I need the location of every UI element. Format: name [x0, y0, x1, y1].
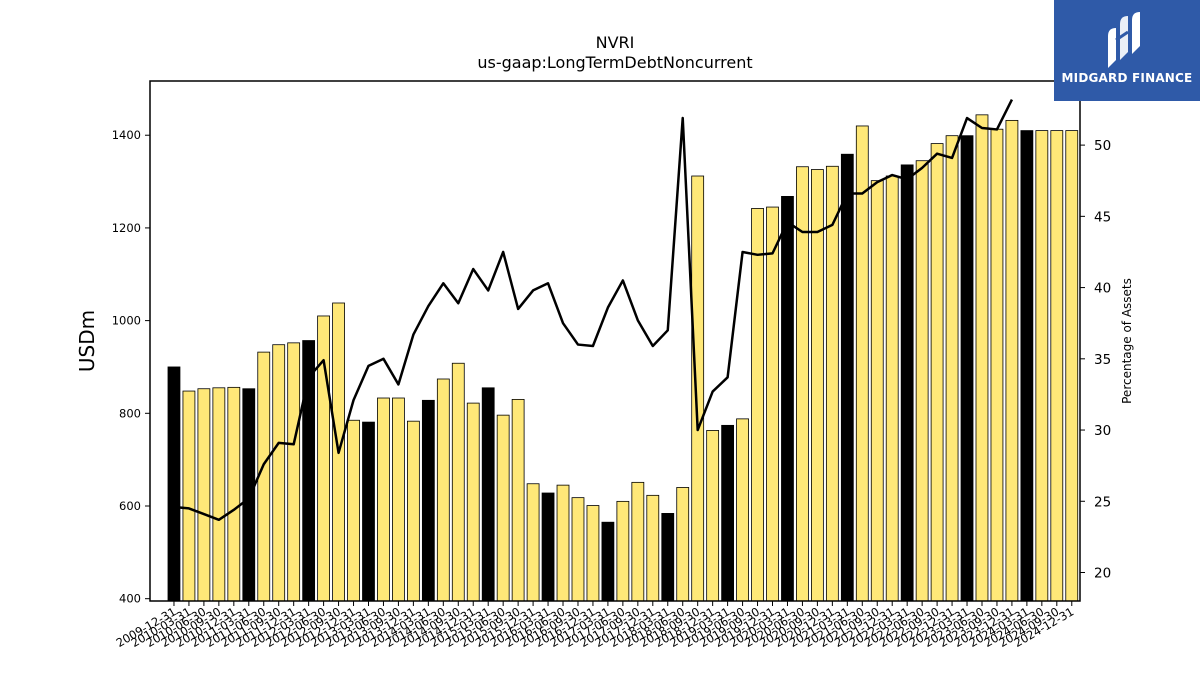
- x-axis: 2009-12-312010-03-312010-06-302010-09-30…: [114, 601, 1076, 650]
- chart-subtitle: us-gaap:LongTermDebtNoncurrent: [477, 53, 752, 72]
- bar-2017-06-30: [616, 500, 630, 602]
- bar-2010-09-30: [212, 387, 226, 602]
- y-axis: 400 600 800 1000 1200 1400: [112, 128, 150, 606]
- bar-2014-03-31: [421, 399, 435, 602]
- bar-2015-09-30: [511, 398, 525, 602]
- bar-2021-06-30: [855, 125, 869, 602]
- brand-logo: MIDGARD FINANCE: [1054, 0, 1200, 101]
- y2-tick-label: 20: [1094, 566, 1111, 582]
- bar-2021-03-31: [840, 153, 854, 602]
- bar-2017-12-31: [646, 494, 660, 602]
- bar-2013-09-30: [392, 397, 405, 602]
- bar-2018-12-31: [706, 430, 720, 602]
- y2-axis: 20 25 30 35 40 45 50: [1080, 138, 1111, 582]
- bar-2017-03-31: [601, 521, 615, 602]
- midgard-logo-icon: [1108, 12, 1140, 68]
- bar-2010-12-31: [227, 386, 241, 602]
- bar-2023-09-30: [990, 128, 1004, 602]
- bar-2016-12-31: [586, 505, 600, 602]
- bar-2011-12-31: [287, 342, 301, 602]
- bars-layer: [167, 114, 1079, 602]
- percentage-line: [173, 98, 1014, 522]
- bar-2018-03-31: [661, 513, 675, 602]
- bar-2010-06-30: [197, 388, 211, 602]
- bar-2019-09-30: [751, 208, 764, 602]
- bar-2018-09-30: [691, 175, 705, 602]
- bar-2014-06-30: [436, 378, 450, 602]
- y2-tick-label: 50: [1094, 138, 1111, 154]
- bar-2012-06-30: [317, 315, 330, 602]
- bar-2013-03-31: [362, 421, 375, 602]
- y2-axis-label: Percentage of Assets: [1120, 278, 1134, 404]
- y-tick-label: 1000: [112, 314, 141, 328]
- bar-2024-12-31: [1065, 130, 1079, 602]
- bar-2016-09-30: [571, 497, 585, 602]
- bar-2022-12-31: [945, 135, 959, 602]
- bar-2024-03-31: [1020, 130, 1034, 602]
- y-tick-label: 800: [119, 406, 141, 420]
- y2-tick-label: 25: [1094, 494, 1111, 510]
- bar-2011-03-31: [242, 388, 256, 602]
- bar-2016-03-31: [541, 492, 555, 602]
- bar-2024-09-30: [1050, 130, 1064, 602]
- y-axis-label: USDm: [75, 310, 99, 372]
- bar-2023-06-30: [975, 114, 989, 602]
- y2-tick-label: 45: [1094, 209, 1111, 225]
- bar-2013-12-31: [406, 420, 420, 602]
- bar-2023-12-31: [1005, 119, 1019, 602]
- y2-tick-label: 30: [1094, 423, 1111, 439]
- bar-2019-03-31: [721, 424, 735, 602]
- bar-2020-03-31: [781, 195, 794, 602]
- bar-2010-03-31: [182, 390, 196, 602]
- bar-2021-09-30: [870, 180, 884, 602]
- y2-tick-label: 35: [1094, 352, 1111, 368]
- bar-2021-12-31: [885, 175, 899, 602]
- bar-2013-06-30: [377, 397, 390, 602]
- chart-title: NVRI: [596, 33, 635, 52]
- bar-2015-03-31: [481, 387, 495, 602]
- y-tick-label: 600: [119, 499, 141, 513]
- bar-2009-12-31: [167, 366, 181, 602]
- bar-2018-06-30: [676, 487, 690, 602]
- bar-2019-06-30: [736, 418, 749, 602]
- bar-2014-09-30: [451, 362, 465, 602]
- bar-2022-03-31: [900, 164, 914, 602]
- line-layer: [173, 98, 1014, 522]
- bar-2015-06-30: [496, 414, 510, 602]
- bar-2022-09-30: [930, 143, 944, 602]
- y-tick-label: 1400: [112, 128, 141, 142]
- bar-2023-03-31: [960, 135, 974, 602]
- bar-2015-12-31: [526, 483, 540, 602]
- y-tick-label: 400: [119, 592, 141, 606]
- bar-2020-12-31: [825, 165, 839, 602]
- bar-2017-09-30: [631, 481, 645, 602]
- y2-tick-label: 40: [1094, 281, 1111, 297]
- bar-2011-09-30: [272, 344, 286, 602]
- bar-2024-06-30: [1035, 130, 1049, 602]
- y-tick-label: 1200: [112, 221, 141, 235]
- plot-frame: [149, 80, 1081, 602]
- bar-2014-12-31: [466, 402, 480, 602]
- bar-2020-09-30: [811, 169, 824, 602]
- brand-name: MIDGARD FINANCE: [1061, 71, 1193, 85]
- bar-2012-12-31: [347, 419, 360, 602]
- bar-2019-12-31: [766, 206, 779, 602]
- bar-2016-06-30: [556, 484, 570, 602]
- bar-2022-06-30: [915, 160, 929, 602]
